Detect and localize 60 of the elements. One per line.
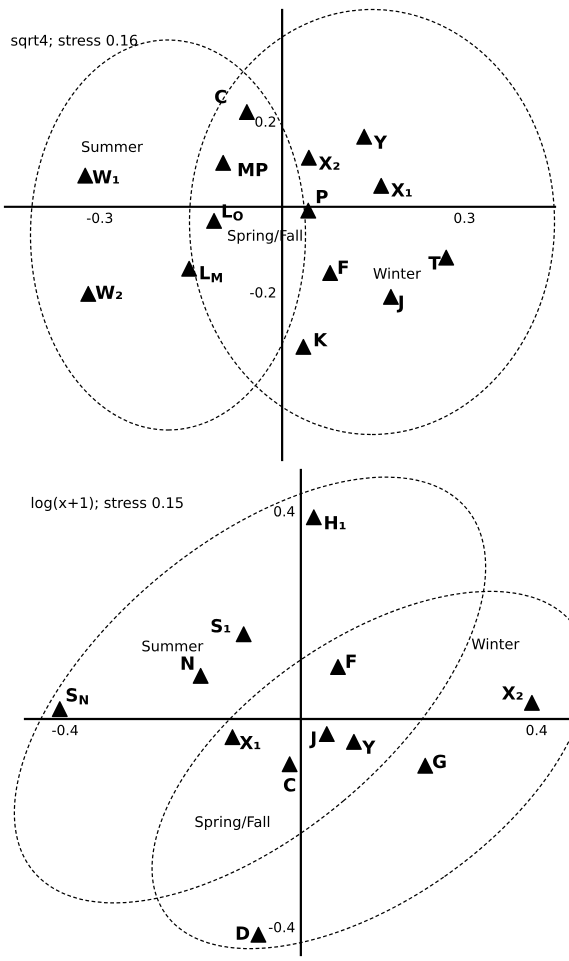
point: [215, 154, 232, 171]
point: [295, 338, 312, 355]
annotation: X₂: [502, 686, 523, 700]
annotation: X₁: [391, 183, 412, 197]
point: [417, 758, 434, 774]
annotation: Summer: [82, 141, 143, 152]
point: [524, 694, 540, 711]
annotation: Winter: [472, 638, 520, 650]
annotation: X₂: [318, 156, 340, 170]
annotation: Spring/Fall: [195, 816, 270, 830]
annotation: F: [346, 654, 356, 668]
x-tick-label: -0.3: [86, 212, 112, 224]
point: [250, 926, 266, 943]
annotation: L$_{M}$: [200, 266, 222, 282]
point: [300, 202, 316, 219]
point: [238, 104, 255, 120]
annotation: Y: [374, 136, 388, 149]
x-tick-label: 0.3: [454, 212, 474, 224]
annotation: D: [236, 926, 250, 940]
y-tick-label: -0.2: [250, 287, 276, 298]
annotation: K: [314, 333, 328, 346]
point: [318, 726, 335, 742]
annotation: H₁: [325, 516, 346, 530]
annotation: W₂: [96, 286, 122, 299]
annotation: J: [309, 731, 316, 748]
annotation: Y: [362, 740, 376, 754]
point: [181, 260, 198, 277]
point: [206, 212, 222, 229]
annotation: J: [396, 296, 403, 312]
y-tick-label: 0.2: [255, 116, 276, 127]
annotation: Winter: [373, 268, 422, 279]
text: sqrt4; stress 0.16: [11, 34, 138, 49]
point: [346, 734, 362, 750]
annotation: T: [428, 256, 441, 270]
text: log(x+1); stress 0.15: [32, 496, 183, 512]
annotation: X₁: [240, 736, 260, 750]
point: [80, 286, 96, 302]
point: [300, 150, 317, 166]
annotation: S$_{N}$: [66, 688, 88, 704]
point: [356, 128, 372, 145]
annotation: S₁: [212, 618, 230, 633]
point: [77, 168, 94, 184]
point: [52, 701, 68, 718]
point: [282, 756, 298, 772]
annotation: N: [182, 656, 194, 670]
point: [373, 178, 390, 194]
point: [330, 659, 346, 675]
annotation: W₁: [92, 170, 119, 184]
annotation: C: [284, 778, 296, 792]
point: [322, 265, 338, 281]
point: [236, 626, 252, 642]
point: [224, 729, 240, 746]
annotation: MP: [238, 163, 268, 176]
point: [306, 509, 322, 526]
annotation: G: [433, 754, 446, 768]
point: [192, 668, 209, 684]
annotation: Summer: [142, 640, 204, 652]
annotation: C: [215, 90, 226, 104]
annotation: F: [338, 260, 348, 274]
annotation: P: [316, 190, 328, 204]
